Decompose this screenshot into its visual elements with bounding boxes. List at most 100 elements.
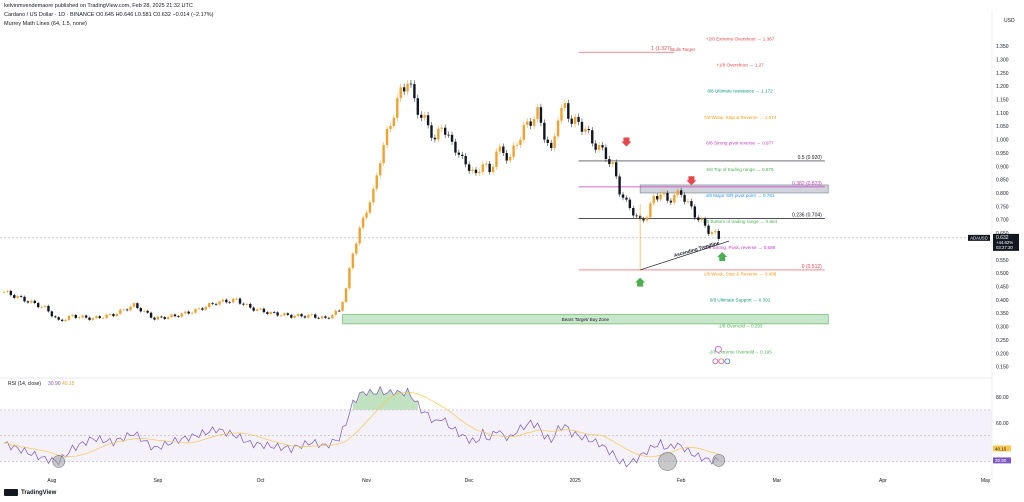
candle-body bbox=[194, 308, 197, 313]
candle-body bbox=[662, 192, 666, 195]
price-tick-label: 0.800 bbox=[996, 191, 1009, 197]
candle-body bbox=[656, 196, 659, 200]
buy-arrow-icon bbox=[717, 251, 728, 261]
price-tick-label: 1.150 bbox=[996, 97, 1009, 103]
murrey-level-label: 4/8 Major S/R pivot point → 0.781 bbox=[706, 193, 775, 198]
candle-body bbox=[208, 303, 211, 307]
candle-body bbox=[669, 200, 673, 203]
candle-body bbox=[355, 243, 358, 254]
fib-level-label: 0.382 (0.823) bbox=[792, 181, 822, 187]
candle-body bbox=[587, 129, 591, 131]
candle-body bbox=[163, 317, 166, 319]
candle-body bbox=[426, 115, 430, 126]
candle-body bbox=[249, 303, 252, 308]
candle-body bbox=[337, 310, 341, 312]
candle-body bbox=[40, 306, 43, 308]
candle-body bbox=[197, 308, 201, 310]
candle-body bbox=[717, 231, 720, 239]
candle-body bbox=[550, 142, 553, 148]
candle-body bbox=[33, 300, 36, 304]
candle-body bbox=[252, 307, 255, 311]
candle-body bbox=[204, 306, 207, 310]
candle-body bbox=[385, 129, 389, 146]
time-tick-label: 2025 bbox=[570, 478, 581, 484]
candle-body bbox=[652, 196, 655, 204]
fib-level-label: 0 (0.512) bbox=[802, 264, 822, 270]
candle-body bbox=[604, 147, 608, 159]
candle-body bbox=[71, 314, 74, 316]
candle-body bbox=[642, 219, 645, 221]
candle-body bbox=[9, 290, 13, 296]
candle-body bbox=[170, 314, 173, 317]
brand-label: TradingView bbox=[21, 489, 57, 496]
candle-body bbox=[454, 141, 457, 153]
price-tick-label: 0.700 bbox=[996, 218, 1009, 224]
candle-body bbox=[108, 314, 112, 315]
price-tick-label: 1.350 bbox=[996, 44, 1009, 50]
price-tick-label: 0.950 bbox=[996, 151, 1009, 157]
candle-body bbox=[235, 298, 238, 300]
candle-body bbox=[26, 301, 30, 303]
candle-body bbox=[379, 163, 382, 176]
candle-body bbox=[526, 121, 529, 125]
candle-body bbox=[628, 199, 632, 209]
murrey-level-label: 7/8 Weak, Stop & Reverse → 1.074 bbox=[704, 115, 777, 120]
murrey-level-label: +2/8 Extreme Overshoot → 1.367 bbox=[706, 36, 775, 41]
candle-body bbox=[690, 201, 693, 207]
candle-body bbox=[700, 218, 703, 221]
time-tick-label: Sep bbox=[153, 478, 162, 484]
candle-body bbox=[563, 103, 567, 108]
candle-body bbox=[225, 299, 228, 303]
candle-body bbox=[119, 309, 122, 314]
rsi-title: RSI (14, close) bbox=[8, 381, 41, 387]
candle-body bbox=[522, 124, 526, 140]
candle-body bbox=[597, 145, 601, 150]
candle-body bbox=[160, 316, 163, 318]
candle-body bbox=[19, 296, 23, 297]
candle-body bbox=[156, 316, 160, 320]
candle-body bbox=[580, 121, 584, 132]
candle-body bbox=[228, 302, 231, 304]
candle-body bbox=[567, 103, 570, 119]
candle-body bbox=[584, 129, 587, 132]
candle-body bbox=[409, 83, 413, 85]
candle-body bbox=[532, 119, 536, 126]
candle-body bbox=[64, 319, 67, 321]
candle-body bbox=[450, 134, 454, 142]
price-tick-label: 1.300 bbox=[996, 57, 1009, 63]
candle-body bbox=[81, 315, 84, 318]
rsi-overbought-fill bbox=[352, 386, 418, 410]
candle-body bbox=[686, 201, 690, 202]
candle-body bbox=[447, 134, 450, 136]
candle-body bbox=[6, 290, 9, 292]
candle-body bbox=[649, 203, 652, 218]
candle-body bbox=[645, 217, 649, 221]
candle-body bbox=[341, 301, 344, 311]
candle-body bbox=[13, 295, 16, 298]
candle-body bbox=[396, 98, 399, 118]
price-tick-label: 1.050 bbox=[996, 124, 1009, 130]
time-tick-label: May bbox=[981, 478, 991, 484]
candle-body bbox=[632, 208, 635, 216]
rsi-divergence-marker bbox=[52, 455, 66, 468]
sell-arrow-icon bbox=[621, 137, 632, 147]
candle-body bbox=[101, 318, 105, 319]
candle-body bbox=[105, 314, 108, 319]
price-tag-bg bbox=[993, 233, 1019, 251]
candle-body bbox=[618, 176, 621, 195]
candle-body bbox=[659, 194, 662, 200]
candle-body bbox=[60, 319, 64, 321]
murrey-level-label: -2/8 Extreme Oversold→ 0.195 bbox=[708, 350, 772, 355]
publisher-line: kelvinmvendemaore published on TradingVi… bbox=[4, 3, 193, 9]
candle-body bbox=[184, 311, 187, 314]
rsi-tag: 30.90 bbox=[995, 458, 1007, 463]
candle-body bbox=[272, 312, 276, 313]
candle-body bbox=[485, 163, 488, 165]
candle-body bbox=[693, 206, 697, 218]
candle-body bbox=[296, 314, 300, 316]
rsi-divergence-marker bbox=[658, 452, 677, 471]
candle-body bbox=[440, 127, 443, 129]
price-tick-label: 0.250 bbox=[996, 338, 1009, 344]
candle-body bbox=[703, 218, 707, 226]
